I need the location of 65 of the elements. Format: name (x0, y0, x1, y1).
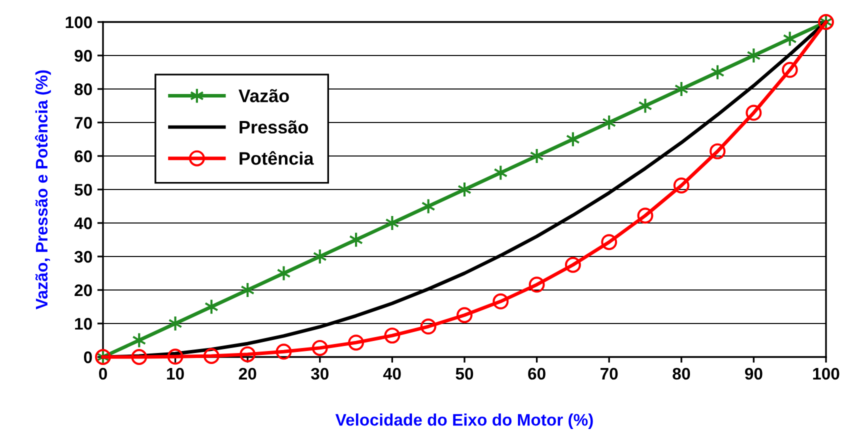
point (602, 114, 616, 130)
y-tick-label: 60 (74, 150, 92, 162)
point (312, 340, 328, 356)
y-tick-label: 70 (74, 116, 92, 129)
x-tick-label: 0 (99, 368, 107, 380)
y-tick-label: 0 (84, 351, 92, 364)
x-tick-label: 20 (238, 368, 256, 380)
point (203, 348, 220, 364)
point (240, 282, 255, 298)
y-tick-label: 100 (66, 16, 92, 28)
x-tick-label: 70 (600, 368, 618, 380)
legend-label: Pressão (240, 120, 308, 134)
x-tick-label: 30 (311, 368, 328, 380)
point (348, 334, 364, 351)
y-tick-label: 10 (75, 318, 92, 330)
point (167, 348, 184, 365)
point (420, 318, 436, 335)
point (710, 64, 725, 80)
x-tick-label: 80 (672, 368, 690, 380)
x-tick-label: 50 (456, 368, 474, 380)
point (710, 143, 726, 160)
point (746, 48, 761, 64)
legend-label: Vazão (238, 89, 289, 102)
point (746, 104, 762, 121)
point (638, 98, 652, 114)
point (674, 81, 688, 97)
point (782, 30, 797, 47)
y-tick-label: 40 (74, 217, 92, 230)
x-tick-label: 60 (528, 368, 546, 380)
point (168, 316, 182, 332)
point (385, 215, 400, 231)
point (348, 232, 364, 248)
point (384, 328, 400, 344)
point (456, 307, 472, 324)
x-tick-label: 40 (383, 368, 401, 380)
point (673, 177, 690, 194)
point (276, 344, 292, 360)
x-tick-label: 10 (167, 368, 184, 380)
point (312, 248, 327, 264)
point (457, 182, 472, 198)
y-tick-label: 20 (74, 284, 92, 296)
point (528, 276, 545, 293)
point (782, 62, 798, 78)
point (131, 349, 148, 365)
y-tick-label: 90 (74, 50, 92, 62)
point (132, 332, 146, 348)
point (566, 131, 580, 148)
point (564, 256, 581, 273)
legend-label: Potência (240, 151, 314, 165)
point (492, 293, 509, 310)
x-tick-label: 90 (745, 368, 762, 380)
point (276, 265, 291, 282)
point (421, 198, 436, 214)
point (601, 234, 618, 250)
x-axis-title: Velocidade do Eixo do Motor (%) (335, 414, 593, 430)
y-axis-title: Vazão, Pressão e Potência (%) (34, 70, 51, 310)
point (530, 148, 544, 164)
point (637, 208, 654, 224)
y-tick-label: 50 (74, 184, 92, 196)
point (204, 298, 219, 315)
x-tick-label: 100 (813, 368, 840, 380)
point (494, 164, 508, 181)
y-tick-label: 30 (74, 250, 92, 263)
y-tick-label: 80 (74, 83, 92, 96)
point (240, 346, 256, 362)
